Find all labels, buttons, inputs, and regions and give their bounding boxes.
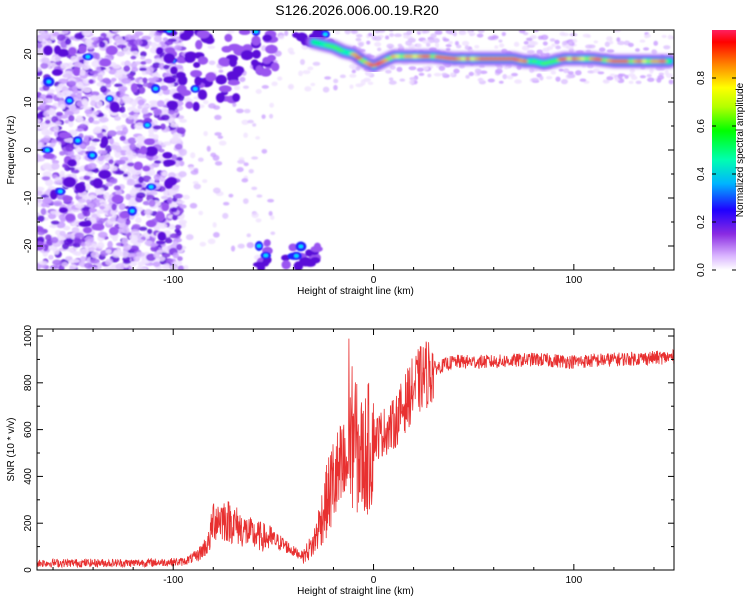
- colorbar-label: Normalized spectral amplitude: [735, 82, 746, 217]
- colorbar-gradient: [712, 30, 736, 270]
- colorbar-tick-label: 0.4: [696, 167, 707, 181]
- chart-title: S126.2026.006.00.19.R20: [275, 2, 439, 18]
- y-tick-label: 20: [23, 48, 34, 60]
- y-tick-label: 1000: [23, 324, 34, 347]
- y-tick-label: 0: [23, 567, 34, 573]
- x-tick-label: 0: [371, 575, 377, 586]
- tone-track: [306, 35, 674, 73]
- y-tick-label: 10: [23, 96, 34, 108]
- y-axis-label: SNR (10 * v/v): [6, 418, 17, 482]
- snr-series-line: [37, 338, 674, 569]
- colorbar-tick-label: 0.2: [696, 215, 707, 229]
- x-tick-label: 100: [565, 575, 582, 586]
- y-tick-label: 0: [23, 147, 34, 153]
- colorbar: 0.0 0.2 0.4 0.6 0.8 Normalized spectral ampli…: [696, 30, 746, 277]
- x-tick-label: 0: [371, 275, 377, 286]
- colorbar-tick-label: 0.6: [696, 119, 707, 133]
- snr-line-plot: [37, 338, 674, 569]
- x-tick-label: -100: [163, 575, 183, 586]
- y-tick-label: 800: [23, 374, 34, 391]
- x-tick-label: 100: [565, 275, 582, 286]
- x-axis-label: Height of straight line (km): [297, 286, 414, 297]
- x-axis-label: Height of straight line (km): [297, 586, 414, 597]
- signal-clusters: [37, 30, 335, 270]
- colorbar-tick-label: 0.0: [696, 263, 707, 277]
- y-tick-label: 600: [23, 421, 34, 438]
- y-tick-label: 200: [23, 514, 34, 531]
- y-axis-label: Frequency (Hz): [6, 116, 17, 185]
- y-tick-label: 400: [23, 468, 34, 485]
- spectrogram-heatmap: [37, 30, 674, 270]
- y-tick-label: -20: [23, 238, 34, 253]
- plot-frame: [36, 328, 675, 571]
- y-tick-label: -10: [23, 190, 34, 205]
- colorbar-tick-label: 0.8: [696, 71, 707, 85]
- x-tick-label: -100: [163, 275, 183, 286]
